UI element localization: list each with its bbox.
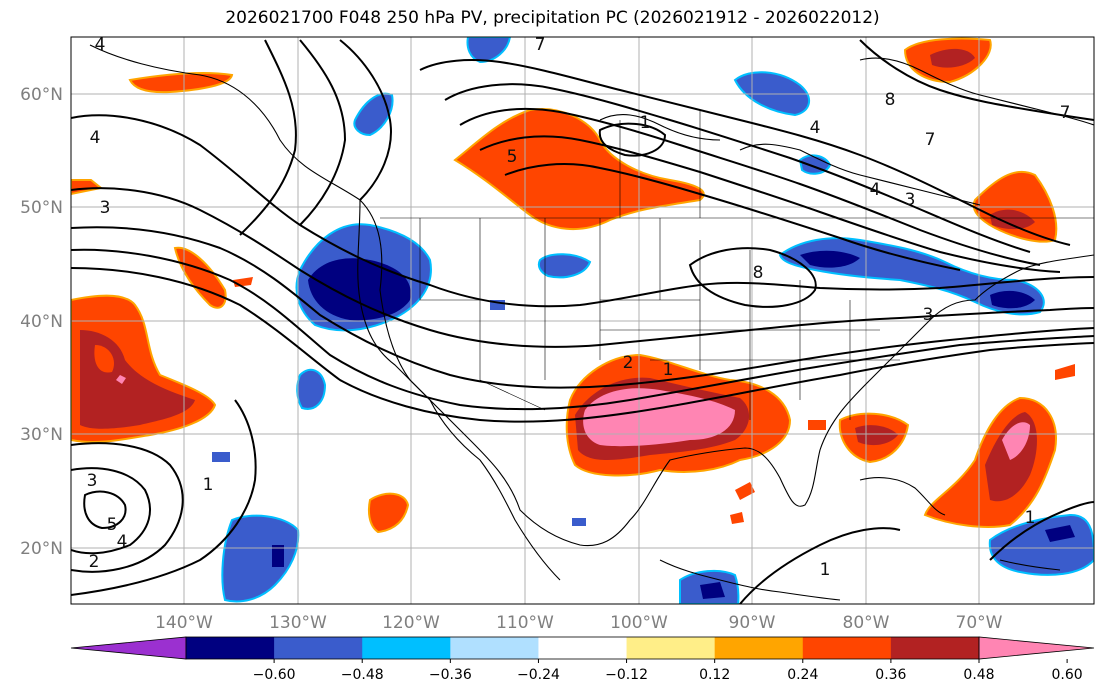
coastlines	[89, 44, 1094, 601]
contour-label: 3	[87, 471, 98, 491]
colorbar-segment	[626, 637, 716, 659]
contour-label: 5	[107, 515, 118, 535]
colorbar-tick-label: −0.60	[253, 667, 296, 683]
pv-contours	[71, 39, 1094, 604]
lon-label: 130°W	[269, 613, 327, 633]
colorbar-tick-label: −0.36	[429, 667, 472, 683]
contour-label: 3	[923, 305, 934, 325]
lat-labels: 60°N 50°N 40°N 30°N 20°N	[20, 85, 63, 559]
colorbar-extend-low	[70, 636, 187, 660]
contour-label: 8	[885, 90, 896, 110]
lat-label: 50°N	[20, 198, 63, 218]
map-frame	[70, 36, 1095, 605]
lon-labels: 140°W 130°W 120°W 110°W 100°W 90°W 80°W …	[155, 613, 1003, 633]
contour-label: 7	[535, 35, 546, 55]
colorbar-extend-high	[978, 636, 1095, 660]
contour-label: 4	[90, 128, 101, 148]
contour-label: 4	[810, 118, 821, 138]
contour-label: 4	[117, 532, 128, 552]
map-area: 4 3 4 7 4 5 1 8 4 7 3 8 7 3 2 1 1 3 5 4 …	[71, 35, 1094, 604]
colorbar-outline	[185, 636, 980, 660]
contour-label: 4	[870, 180, 881, 200]
colorbar-segment	[186, 637, 275, 659]
colorbar-segment	[362, 637, 451, 659]
lon-label: 100°W	[610, 613, 668, 633]
contour-label: 8	[753, 263, 764, 283]
contour-label: 1	[640, 113, 651, 133]
colorbar-tick-label: −0.12	[605, 667, 648, 683]
colorbar-tick-label: 0.36	[875, 667, 906, 683]
contour-label: 3	[100, 198, 111, 218]
contour-label: 2	[623, 353, 634, 373]
lon-label: 140°W	[155, 613, 213, 633]
colorbar-segment	[450, 637, 539, 659]
lon-label: 90°W	[729, 613, 776, 633]
lat-label: 20°N	[20, 539, 63, 559]
colorbar-tick-label: −0.24	[517, 667, 560, 683]
contour-label: 1	[203, 475, 214, 495]
colorbar-tick-label: −0.48	[341, 667, 384, 683]
colorbar-segment	[714, 637, 804, 659]
colorbar-segment	[274, 637, 363, 659]
lat-label: 60°N	[20, 85, 63, 105]
lat-label: 40°N	[20, 312, 63, 332]
lat-label: 30°N	[20, 425, 63, 445]
contour-labels: 4 3 4 7 4 5 1 8 4 7 3 8 7 3 2 1 1 3 5 4 …	[87, 35, 1071, 580]
colorbar-tick-label: 0.60	[1052, 667, 1083, 683]
colorbar-tick-label: 0.48	[963, 667, 994, 683]
contour-label: 1	[1025, 508, 1036, 528]
contour-label: 2	[89, 552, 100, 572]
lon-label: 80°W	[843, 613, 890, 633]
colorbar: −0.60 −0.48 −0.36 −0.24 −0.12 0.12 0.24 0.36 0.4…	[70, 636, 1095, 683]
colorbar-segment	[538, 637, 628, 659]
contour-label: 3	[905, 190, 916, 210]
colorbar-segment	[802, 637, 892, 659]
graticule	[71, 37, 1094, 604]
map-title: 2026021700 F048 250 hPa PV, precipitatio…	[225, 8, 880, 28]
contour-label: 4	[95, 35, 106, 55]
colorbar-segment	[890, 637, 980, 659]
lon-label: 120°W	[382, 613, 440, 633]
colorbar-tick-label: 0.24	[787, 667, 818, 683]
contour-label: 1	[663, 360, 674, 380]
contour-label: 1	[820, 560, 831, 580]
colorbar-tick-label: 0.12	[699, 667, 730, 683]
contour-label: 5	[507, 147, 518, 167]
lon-label: 110°W	[496, 613, 554, 633]
contour-label: 7	[1060, 103, 1071, 123]
lon-label: 70°W	[956, 613, 1003, 633]
contour-label: 7	[925, 130, 936, 150]
